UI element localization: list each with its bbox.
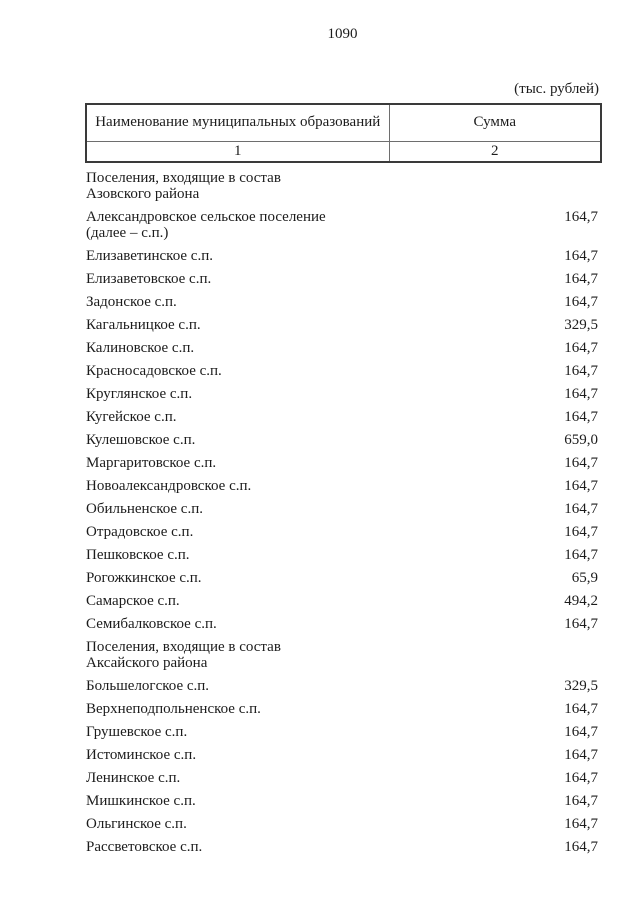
municipality-name: Семибалковское с.п. [86,616,217,632]
column-index-1: 1 [85,140,390,163]
sum-value: 164,7 [564,501,598,517]
sum-value: 164,7 [564,271,598,287]
municipality-name: Пешковское с.п. [86,547,190,563]
table-row: Обильненское с.п. 164,7 [85,501,600,517]
column-index-row: 1 2 [85,140,602,163]
municipality-name: Верхнеподпольненское с.п. [86,701,261,717]
table-header: Наименование муниципальных образований С… [85,103,602,163]
sum-value: 164,7 [564,340,598,356]
column-header-sum: Сумма [388,103,602,142]
table-row: Рассветовское с.п. 164,7 [85,839,600,855]
municipality-name: Красносадовское с.п. [86,363,222,379]
table-row: Рогожкинское с.п. 65,9 [85,570,600,586]
units-note: (тыс. рублей) [514,81,599,97]
table-row: Ольгинское с.п. 164,7 [85,816,600,832]
municipality-name: Рассветовское с.п. [86,839,203,855]
table-row: Новоалександровское с.п. 164,7 [85,478,600,494]
column-header-municipality: Наименование муниципальных образований [85,103,390,142]
sum-value: 164,7 [564,409,598,425]
sum-value: 164,7 [564,248,598,264]
sum-value: 164,7 [564,386,598,402]
sum-value: 164,7 [564,294,598,310]
table-row: Семибалковское с.п. 164,7 [85,616,600,632]
table-row: Кулешовское с.п. 659,0 [85,432,600,448]
column-index-2: 2 [388,140,602,163]
municipality-name: Круглянское с.п. [86,386,193,402]
municipality-name: Калиновское с.п. [86,340,195,356]
sum-value: 494,2 [564,593,598,609]
sum-value: 329,5 [564,317,598,333]
municipality-name: Александровское сельское поселение (дале… [86,209,326,241]
sum-value: 164,7 [564,524,598,540]
district-section-row: Поселения, входящие в состав Азовского р… [85,170,600,202]
district-section-label: Поселения, входящие в состав Аксайского … [86,639,281,671]
sum-value: 65,9 [571,570,598,586]
sum-value: 164,7 [564,816,598,832]
sum-value: 164,7 [564,616,598,632]
sum-value: 164,7 [564,793,598,809]
table-row: Елизаветинское с.п. 164,7 [85,248,600,264]
municipality-name: Кугейское с.п. [86,409,177,425]
table-row: Мишкинское с.п. 164,7 [85,793,600,809]
sum-value: 164,7 [564,839,598,855]
sum-value: 164,7 [564,209,598,225]
municipality-name: Кагальницкое с.п. [86,317,201,333]
municipality-name: Ленинское с.п. [86,770,181,786]
sum-value: 329,5 [564,678,598,694]
district-section-label: Поселения, входящие в состав Азовского р… [86,170,281,202]
table-row: Александровское сельское поселение (дале… [85,209,600,241]
municipality-name: Кулешовское с.п. [86,432,196,448]
table-row: Истоминское с.п. 164,7 [85,747,600,763]
table-row: Кагальницкое с.п. 329,5 [85,317,600,333]
municipality-name: Самарское с.п. [86,593,180,609]
sum-value: 164,7 [564,724,598,740]
table-row: Кугейское с.п. 164,7 [85,409,600,425]
municipality-name: Рогожкинское с.п. [86,570,202,586]
sum-value: 164,7 [564,770,598,786]
table-row: Большелогское с.п. 329,5 [85,678,600,694]
table-row: Ленинское с.п. 164,7 [85,770,600,786]
table-row: Отрадовское с.п. 164,7 [85,524,600,540]
table-row: Калиновское с.п. 164,7 [85,340,600,356]
municipality-name: Грушевское с.п. [86,724,188,740]
table-header-row: Наименование муниципальных образований С… [85,103,602,142]
table-row: Круглянское с.п. 164,7 [85,386,600,402]
municipality-name: Отрадовское с.п. [86,524,194,540]
municipality-name: Большелогское с.п. [86,678,210,694]
municipality-name: Ольгинское с.п. [86,816,187,832]
document-page: 1090 (тыс. рублей) Наименование муниципа… [85,0,602,855]
table-row: Задонское с.п. 164,7 [85,294,600,310]
municipality-name: Задонское с.п. [86,294,177,310]
sum-value: 164,7 [564,455,598,471]
table-row: Пешковское с.п. 164,7 [85,547,600,563]
municipality-name: Мишкинское с.п. [86,793,196,809]
page-number: 1090 [327,26,358,42]
table-row: Маргаритовское с.п. 164,7 [85,455,600,471]
table-body: Поселения, входящие в состав Азовского р… [85,170,600,855]
municipality-name: Елизаветовское с.п. [86,271,212,287]
municipality-name: Новоалександровское с.п. [86,478,252,494]
sum-value: 164,7 [564,547,598,563]
sum-value: 164,7 [564,478,598,494]
municipality-name: Маргаритовское с.п. [86,455,217,471]
sum-value: 164,7 [564,701,598,717]
sum-value: 659,0 [564,432,598,448]
municipality-name: Обильненское с.п. [86,501,203,517]
municipality-name: Истоминское с.п. [86,747,197,763]
sum-value: 164,7 [564,363,598,379]
district-section-row: Поселения, входящие в состав Аксайского … [85,639,600,671]
table-row: Елизаветовское с.п. 164,7 [85,271,600,287]
table-row: Красносадовское с.п. 164,7 [85,363,600,379]
table-row: Верхнеподпольненское с.п. 164,7 [85,701,600,717]
sum-value: 164,7 [564,747,598,763]
municipality-name: Елизаветинское с.п. [86,248,213,264]
table-row: Грушевское с.п. 164,7 [85,724,600,740]
table-row: Самарское с.п. 494,2 [85,593,600,609]
